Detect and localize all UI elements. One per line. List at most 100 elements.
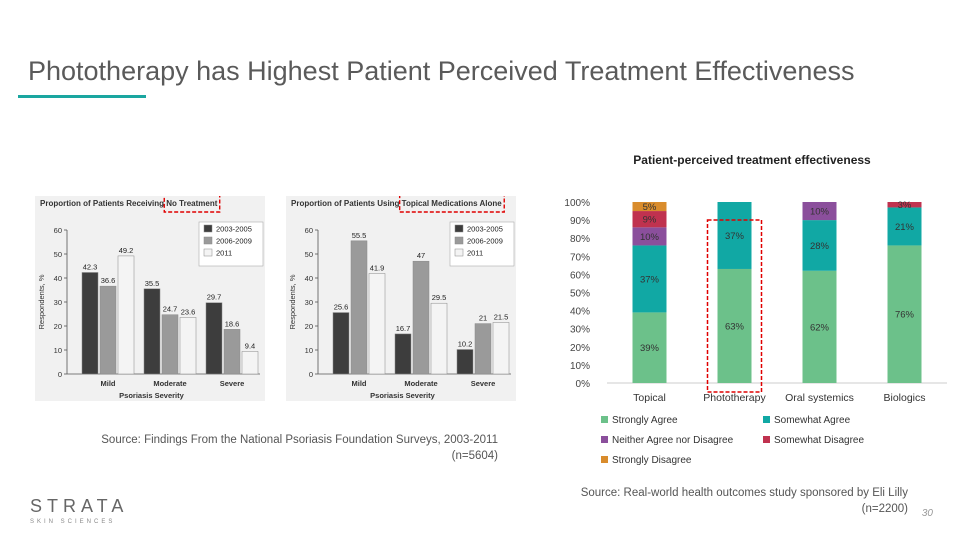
- y-axis-label: Respondents, %: [288, 274, 297, 329]
- y-tick-label: 30: [54, 298, 62, 307]
- y-tick-label: 20: [54, 322, 62, 331]
- x-tick-label: Severe: [220, 379, 245, 388]
- chart-title-highlight: No Treatment: [166, 199, 217, 208]
- legend-label: Somewhat Agree: [774, 415, 851, 426]
- bar-data-label: 29.5: [432, 293, 447, 302]
- segment-data-label: 37%: [640, 274, 660, 285]
- legend-swatch: [203, 224, 213, 233]
- bar: [205, 302, 223, 375]
- bar: [394, 333, 412, 375]
- x-tick-label: Biologics: [883, 392, 925, 404]
- source-right: Source: Real-world health outcomes study…: [520, 485, 908, 517]
- y-tick-label: 50: [305, 250, 313, 259]
- bar-data-label: 10.2: [458, 340, 473, 349]
- bar-data-label: 47: [417, 251, 425, 260]
- legend-swatch: [203, 248, 213, 257]
- bar: [241, 351, 259, 375]
- y-tick-label: 100%: [564, 198, 590, 209]
- legend-label: 2011: [216, 249, 232, 258]
- x-axis-label: Psoriasis Severity: [370, 391, 435, 400]
- stacked-bar-segment: [887, 207, 922, 246]
- chart-title-highlight: Topical Medications Alone: [402, 199, 503, 208]
- bar-data-label: 21: [479, 314, 487, 323]
- bar: [179, 317, 197, 375]
- legend-swatch: [454, 224, 464, 233]
- y-tick-label: 80%: [570, 234, 590, 245]
- legend-swatch: [601, 436, 608, 443]
- y-tick-label: 30%: [570, 325, 590, 336]
- bar-data-label: 16.7: [396, 324, 411, 333]
- bar-data-label: 49.2: [119, 246, 134, 255]
- slide-title: Phototherapy has Highest Patient Perceiv…: [28, 56, 855, 86]
- x-tick-label: Phototherapy: [703, 392, 766, 404]
- stacked-bar-segment: [632, 227, 667, 246]
- stacked-bar-segment: [632, 245, 667, 313]
- bar: [99, 285, 117, 375]
- bar: [492, 322, 510, 375]
- x-tick-label: Mild: [101, 379, 116, 388]
- y-axis-label: Respondents, %: [37, 274, 46, 329]
- chart-topical-alone: Proportion of Patients Using Topical Med…: [288, 194, 515, 400]
- bar-data-label: 23.6: [181, 307, 196, 316]
- stacked-bar-segment: [632, 211, 667, 228]
- legend-swatch: [601, 416, 608, 423]
- y-tick-label: 20%: [570, 343, 590, 354]
- y-tick-label: 0: [58, 370, 62, 379]
- bar-data-label: 29.7: [207, 293, 222, 302]
- chart-title: Proportion of Patients Using Topical Med…: [291, 199, 502, 208]
- bar: [412, 260, 430, 375]
- legend-label: Strongly Disagree: [612, 455, 692, 466]
- x-tick-label: Mild: [352, 379, 367, 388]
- bar-data-label: 24.7: [163, 305, 178, 314]
- x-tick-label: Moderate: [153, 379, 186, 388]
- bar-data-label: 25.6: [334, 303, 349, 312]
- segment-data-label: 28%: [810, 241, 830, 252]
- segment-data-label: 10%: [640, 232, 660, 243]
- x-tick-label: Topical: [633, 392, 666, 404]
- y-tick-label: 60: [305, 226, 313, 235]
- bar-data-label: 35.5: [145, 279, 160, 288]
- legend-swatch: [454, 248, 464, 257]
- chart-no-treatment: Proportion of Patients Receiving No Trea…: [37, 194, 264, 400]
- legend-label: 2003-2005: [216, 225, 252, 234]
- legend-swatch: [763, 436, 770, 443]
- bar-data-label: 41.9: [370, 263, 385, 272]
- legend-label: 2003-2005: [467, 225, 503, 234]
- segment-data-label: 37%: [725, 231, 745, 242]
- y-tick-label: 10%: [570, 361, 590, 372]
- x-tick-label: Severe: [471, 379, 496, 388]
- bar: [350, 240, 368, 375]
- bar-data-label: 36.6: [101, 276, 116, 285]
- bar-data-label: 42.3: [83, 262, 98, 271]
- legend-swatch: [763, 416, 770, 423]
- y-tick-label: 40: [305, 274, 313, 283]
- strata-logo: STRATA SKIN SCIENCES: [30, 496, 128, 525]
- y-tick-label: 50: [54, 250, 62, 259]
- legend-swatch: [203, 236, 213, 245]
- stacked-bar-segment: [802, 270, 837, 383]
- segment-data-label: 9%: [643, 215, 657, 226]
- segment-data-label: 21%: [895, 222, 915, 233]
- stacked-bar-segment: [802, 220, 837, 271]
- legend-label: Somewhat Disagree: [774, 435, 864, 446]
- legend-label: 2006-2009: [216, 237, 252, 246]
- stacked-bar-segment: [632, 202, 667, 212]
- source-right-line2: (n=2200): [861, 503, 908, 515]
- y-tick-label: 90%: [570, 216, 590, 227]
- y-tick-label: 0: [309, 370, 313, 379]
- source-left: Source: Findings From the National Psori…: [40, 432, 498, 464]
- chart-panel-topical-alone: Proportion of Patients Using Topical Med…: [286, 194, 516, 401]
- stacked-bar-segment: [717, 268, 752, 383]
- logo-word: STRATA: [30, 496, 129, 516]
- bar-data-label: 9.4: [245, 341, 255, 350]
- bar: [223, 329, 241, 375]
- y-tick-label: 50%: [570, 289, 590, 300]
- chart-title: Patient-perceived treatment effectivenes…: [633, 153, 871, 167]
- logo-subtitle: SKIN SCIENCES: [30, 519, 116, 525]
- legend-swatch: [601, 456, 608, 463]
- y-tick-label: 40: [54, 274, 62, 283]
- y-tick-label: 40%: [570, 307, 590, 318]
- bar: [474, 323, 492, 375]
- stacked-bar-segment: [887, 245, 922, 383]
- segment-data-label: 62%: [810, 322, 830, 333]
